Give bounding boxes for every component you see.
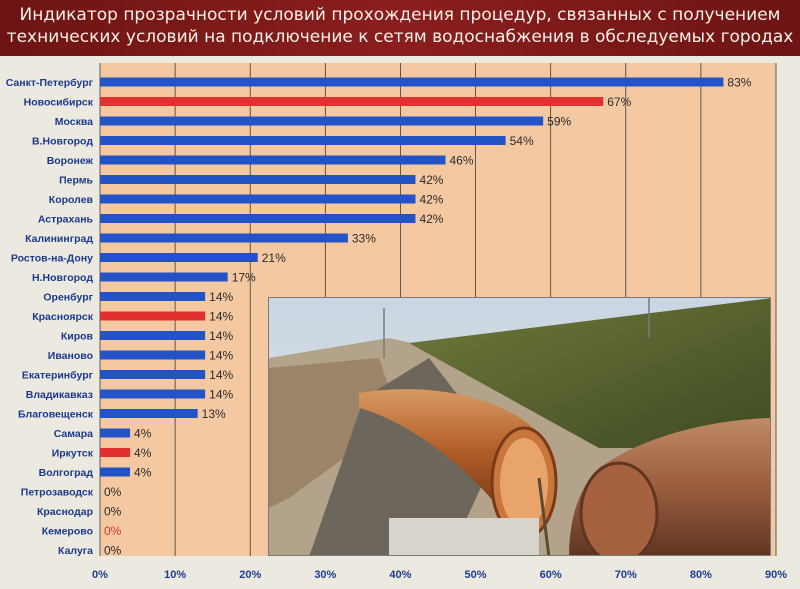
value-label: 42%: [419, 193, 443, 207]
category-label: Воронеж: [47, 155, 94, 167]
value-label: 14%: [209, 368, 233, 382]
category-label: Кемерово: [42, 526, 93, 538]
title-banner: Индикатор прозрачности условий прохожден…: [0, 0, 800, 56]
category-label: Иваново: [48, 350, 93, 362]
bars: [100, 77, 724, 477]
category-label: Самара: [54, 428, 93, 440]
category-label: Екатеринбург: [22, 370, 94, 382]
bar: [100, 272, 228, 282]
x-tick-label: 10%: [164, 569, 186, 581]
value-label: 14%: [209, 310, 233, 324]
bar: [100, 448, 131, 457]
category-label: Н.Новгород: [32, 272, 93, 284]
category-label: Астрахань: [38, 214, 94, 226]
value-label: 4%: [134, 446, 152, 460]
value-label: 14%: [209, 290, 233, 304]
value-label: 14%: [209, 388, 233, 402]
bar: [100, 194, 416, 204]
value-label: 67%: [607, 95, 631, 109]
x-tick-label: 50%: [465, 569, 487, 581]
value-label: 0%: [104, 544, 122, 558]
category-label: Краснодар: [37, 506, 93, 518]
category-label: Ростов-на-Дону: [11, 253, 93, 265]
bar: [100, 292, 206, 301]
bar: [100, 370, 206, 379]
category-label: Калининград: [25, 233, 93, 245]
bar: [100, 253, 258, 262]
value-label: 42%: [419, 173, 443, 187]
category-label: Королев: [49, 194, 94, 206]
x-tick-label: 70%: [615, 569, 637, 581]
photo-illustration: [269, 298, 770, 555]
category-label: Благовещенск: [18, 409, 94, 421]
value-label: 4%: [134, 466, 152, 480]
bar: [100, 331, 206, 340]
x-tick-label: 30%: [314, 569, 336, 581]
bar: [100, 428, 131, 438]
value-label: 14%: [209, 329, 233, 343]
bar: [100, 155, 446, 165]
x-tick-label: 80%: [690, 569, 712, 581]
x-tick-labels: 0% 10% 20% 30% 40% 50% 60% 70% 80% 90%: [92, 569, 787, 581]
bar: [100, 311, 206, 321]
bar: [100, 136, 506, 145]
value-label: 4%: [134, 427, 152, 441]
bar: [100, 116, 544, 126]
bar: [100, 467, 131, 477]
value-label: 46%: [450, 154, 474, 168]
x-tick-label: 60%: [540, 569, 562, 581]
category-label: Оренбург: [43, 292, 93, 304]
title-line-1: Индикатор прозрачности условий прохожден…: [19, 5, 781, 25]
value-label: 0%: [104, 485, 122, 499]
category-labels: Санкт-Петербург Новосибирск Москва В.Новгор…: [6, 77, 94, 557]
chart-title: Индикатор прозрачности условий прохожден…: [0, 4, 800, 48]
value-labels: 83% 67% 59% 54% 46% 42% 42% 42% 33% 21% 17% 14% 14% 1…: [104, 76, 752, 558]
bar: [100, 409, 198, 418]
value-label: 14%: [209, 349, 233, 363]
bar: [100, 214, 416, 223]
category-label: Киров: [61, 331, 94, 343]
category-label: В.Новгород: [32, 136, 93, 148]
category-label: Волгоград: [39, 467, 94, 479]
category-label: Красноярск: [32, 311, 93, 323]
value-label: 0%: [104, 505, 122, 519]
water-pipe-trench-photo: [268, 297, 771, 556]
category-label: Иркутск: [52, 448, 94, 460]
value-label: 54%: [510, 134, 534, 148]
value-label: 83%: [727, 76, 751, 90]
x-tick-label: 20%: [239, 569, 261, 581]
value-label: 21%: [262, 251, 286, 265]
category-label: Петрозаводск: [21, 487, 94, 499]
value-label: 13%: [202, 407, 226, 421]
value-label: 0%: [104, 524, 122, 538]
bar: [100, 97, 604, 106]
bar: [100, 350, 206, 360]
category-label: Новосибирск: [24, 97, 94, 109]
value-label: 42%: [419, 212, 443, 226]
x-tick-label: 40%: [389, 569, 411, 581]
x-tick-label: 0%: [92, 569, 108, 581]
value-label: 17%: [232, 271, 256, 285]
value-label: 33%: [352, 232, 376, 246]
bar: [100, 389, 206, 399]
value-label: 59%: [547, 115, 571, 129]
bar: [100, 175, 416, 184]
category-label: Пермь: [59, 175, 93, 187]
category-label: Санкт-Петербург: [6, 77, 94, 89]
bar: [100, 77, 724, 87]
category-label: Москва: [55, 116, 93, 128]
bar: [100, 233, 348, 243]
title-line-2: технических условий на подключение к сет…: [6, 27, 794, 47]
category-label: Владикавказ: [26, 389, 93, 401]
x-tick-label: 90%: [765, 569, 787, 581]
category-label: Калуга: [58, 545, 93, 557]
